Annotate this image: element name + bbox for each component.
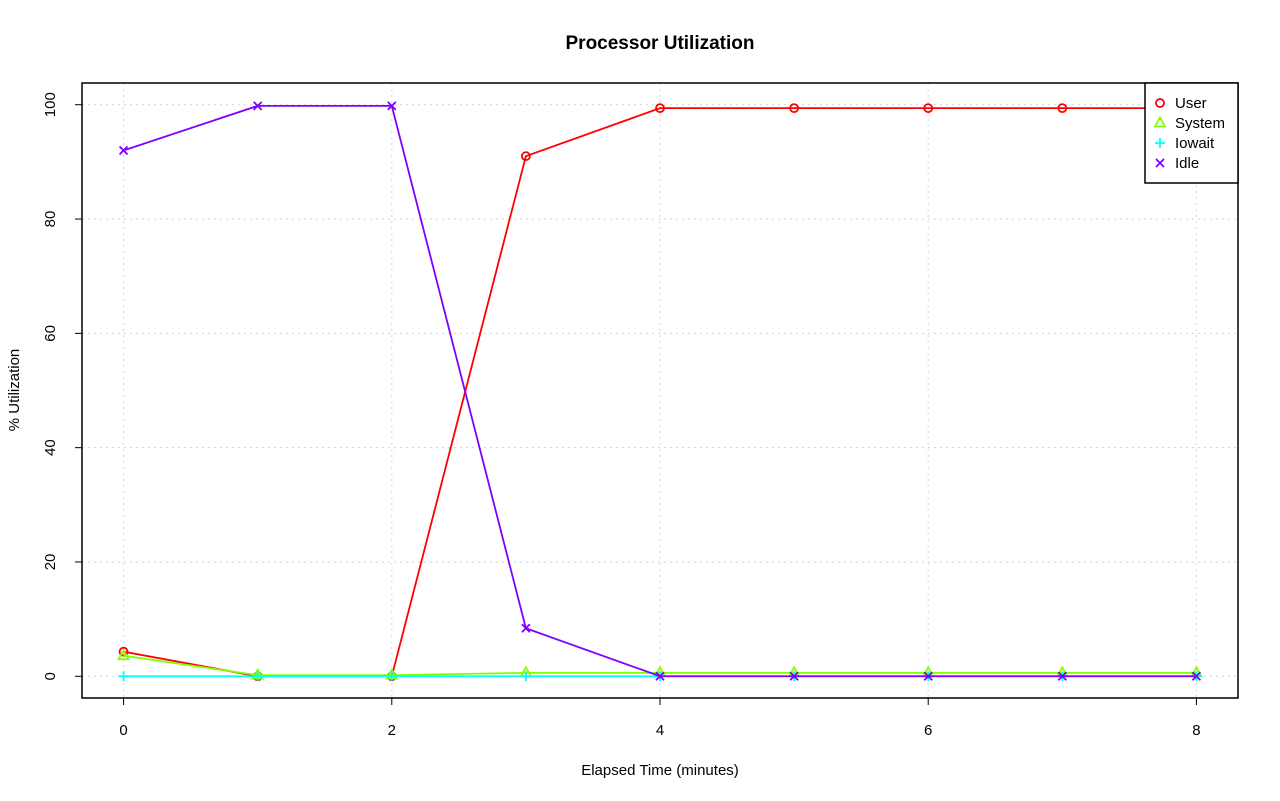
legend-marker-idle xyxy=(1155,158,1165,168)
data-point-idle xyxy=(521,623,531,633)
x-axis-label: Elapsed Time (minutes) xyxy=(581,762,739,779)
x-tick-label: 2 xyxy=(388,722,396,739)
data-point-idle xyxy=(1191,671,1202,681)
y-tick-label: 40 xyxy=(42,439,59,456)
legend-marker-iowait xyxy=(1155,138,1165,148)
x-axis: 0 2 4 6 8 xyxy=(119,697,1201,739)
y-axis: 0 20 40 60 80 100 xyxy=(42,92,83,680)
data-point-idle xyxy=(118,145,129,156)
data-point-user xyxy=(789,103,800,114)
data-point-idle xyxy=(923,671,933,681)
legend-label-system: System xyxy=(1175,115,1225,132)
y-tick-label: 20 xyxy=(42,554,59,571)
x-tick-label: 4 xyxy=(656,722,664,739)
x-tick-label: 6 xyxy=(924,722,932,739)
series-layer xyxy=(117,101,1203,682)
data-point-idle xyxy=(789,671,799,681)
legend-marker-system xyxy=(1153,115,1167,128)
data-point-user xyxy=(1057,103,1068,114)
x-tick-label: 8 xyxy=(1192,722,1200,739)
series-idle xyxy=(118,101,1202,681)
data-point-iowait xyxy=(118,671,129,682)
data-point-idle xyxy=(387,101,397,111)
y-tick-label: 80 xyxy=(42,211,59,228)
data-point-user xyxy=(118,646,129,657)
data-point-user xyxy=(520,151,531,162)
data-point-system xyxy=(117,648,131,661)
y-tick-label: 0 xyxy=(42,672,59,680)
gridlines xyxy=(82,83,1238,698)
legend-label-user: User xyxy=(1175,95,1207,112)
legend-label-iowait: Iowait xyxy=(1175,135,1215,152)
data-point-iowait xyxy=(520,671,531,682)
data-point-iowait xyxy=(252,671,263,682)
chart-title: Processor Utilization xyxy=(566,33,755,54)
y-axis-label: % Utilization xyxy=(6,349,23,432)
data-point-user xyxy=(923,103,934,114)
legend-label-idle: Idle xyxy=(1175,155,1199,172)
y-tick-label: 100 xyxy=(42,92,59,117)
legend: User System Iowait Idle xyxy=(1144,82,1239,184)
data-point-user xyxy=(655,103,665,114)
y-tick-label: 60 xyxy=(42,325,59,342)
data-point-iowait xyxy=(386,671,397,682)
data-point-idle xyxy=(655,671,665,681)
data-point-idle xyxy=(1057,671,1067,681)
x-tick-label: 0 xyxy=(119,722,127,739)
legend-marker-user xyxy=(1155,98,1165,108)
data-point-idle xyxy=(253,101,263,111)
